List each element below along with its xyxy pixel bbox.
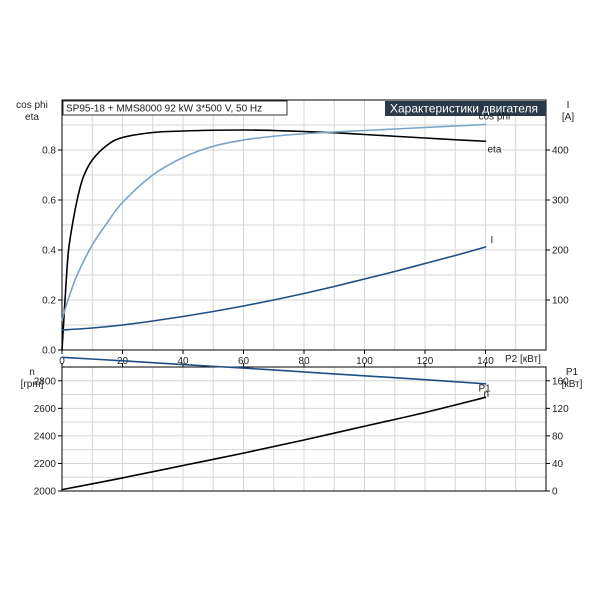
- lower-right-tick-label: 0: [552, 487, 558, 498]
- lower-plot-series: [61, 356, 487, 491]
- series-label-n: n: [484, 389, 490, 400]
- x-tick-label: 40: [177, 356, 189, 367]
- upper-plot-series-labels: eta cos phi I: [479, 112, 511, 247]
- x-tick-label: 80: [298, 356, 310, 367]
- upper-right-axis-title-1: I: [567, 100, 570, 111]
- series-line-n: [61, 356, 487, 385]
- lower-right-tick-label: 80: [552, 431, 564, 442]
- lower-right-tick-label: 160: [552, 376, 569, 387]
- lower-left-axis-title-2: [rpm]: [21, 379, 44, 390]
- lower-left-tick-label: 2200: [34, 459, 57, 470]
- series-line-p1: [61, 396, 487, 491]
- chart-title-box: [385, 101, 546, 116]
- x-tick-label: 140: [477, 356, 494, 367]
- x-tick-label: 100: [356, 356, 373, 367]
- upper-right-tick-label: 100: [552, 296, 569, 307]
- lower-left-tick-label: 2400: [34, 431, 57, 442]
- lower-plot-grid: [62, 367, 546, 491]
- lower-left-tick-label: 2600: [34, 404, 57, 415]
- lower-left-axis-title-1: n: [29, 367, 35, 378]
- upper-left-tick-label: 0.6: [42, 196, 56, 207]
- lower-plot-ticks: 2000 2200 2400 2600 2800 0 40 80 120 160: [34, 363, 569, 498]
- chart-title: Характеристики двигателя: [390, 102, 538, 116]
- upper-plot-grid: [62, 100, 546, 350]
- upper-left-tick-label: 0.8: [42, 146, 56, 157]
- x-tick-label: 120: [417, 356, 434, 367]
- lower-plot: n [rpm] P1 [кВт] 20002200240026002800040…: [21, 356, 583, 498]
- lower-right-tick-label: 40: [552, 459, 564, 470]
- series-label-p1: P1: [479, 383, 492, 394]
- pump-info-box: [62, 100, 288, 116]
- series-label-cos-phi: cos phi: [479, 112, 511, 123]
- upper-plot: SP95-18 + MMS8000 92 kW 3*500 V, 50 Hz Х…: [16, 99, 574, 368]
- lower-right-axis-title-2: [кВт]: [562, 379, 583, 390]
- x-tick-label: 60: [238, 356, 250, 367]
- series-line-eta: [61, 129, 487, 351]
- lower-right-tick-label: 120: [552, 404, 569, 415]
- lower-plot-series-labels: nP1: [479, 383, 492, 399]
- upper-right-tick-label: 200: [552, 246, 569, 257]
- series-label-i: I: [491, 235, 494, 246]
- series-line-cos-phi: [61, 123, 487, 321]
- lower-right-axis-title-1: P1: [566, 367, 579, 378]
- upper-left-axis-title-2: eta: [25, 112, 39, 123]
- pump-info-text: SP95-18 + MMS8000 92 kW 3*500 V, 50 Hz: [66, 104, 262, 115]
- upper-left-tick-label: 0.4: [42, 246, 56, 257]
- series-label-eta: eta: [488, 144, 502, 155]
- lower-left-tick-label: 2800: [34, 376, 57, 387]
- upper-left-axis-title-1: cos phi: [16, 100, 48, 111]
- lower-left-tick-label: 2000: [34, 487, 57, 498]
- x-axis-title: P2 [кВт]: [505, 354, 541, 365]
- upper-right-tick-label: 300: [552, 196, 569, 207]
- upper-plot-series: [61, 123, 487, 351]
- upper-left-tick-label: 0.0: [42, 346, 56, 357]
- upper-left-tick-label: 0.2: [42, 296, 56, 307]
- series-line-i: [61, 246, 487, 331]
- x-tick-label: 0: [59, 356, 65, 367]
- upper-right-axis-title-2: [A]: [562, 112, 574, 123]
- upper-plot-ticks: 0 20 40 60 80 100 120 1400.00.20.40.60.81002003…: [42, 146, 569, 368]
- upper-right-tick-label: 400: [552, 146, 569, 157]
